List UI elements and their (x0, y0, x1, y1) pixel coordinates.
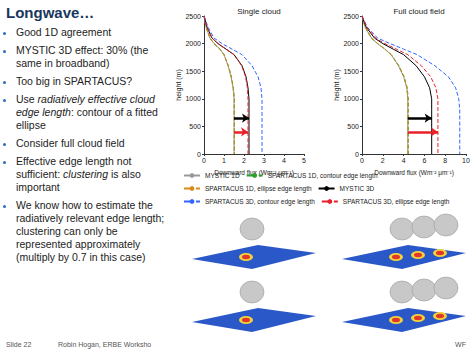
svg-text:2: 2 (242, 157, 246, 164)
svg-text:Single cloud: Single cloud (237, 7, 281, 16)
svg-text:3: 3 (262, 157, 266, 164)
svg-text:SPARTACUS 3D, ellipse edge len: SPARTACUS 3D, ellipse edge length (343, 198, 450, 206)
html-text:Use radiatively effective clou: Use radiatively effective cloud edge len… (16, 93, 158, 131)
svg-text:height (m): height (m) (333, 69, 341, 101)
svg-text:0: 0 (360, 157, 364, 164)
svg-text:0: 0 (202, 157, 206, 164)
svg-text:1: 1 (222, 157, 226, 164)
svg-text:1500: 1500 (185, 68, 201, 75)
svg-text:1000: 1000 (185, 95, 201, 102)
svg-text:8: 8 (443, 157, 447, 164)
svg-text:2500: 2500 (185, 13, 201, 20)
html-text:Good 1D agreement: Good 1D agreement (16, 26, 112, 38)
svg-text:6: 6 (422, 157, 426, 164)
svg-text:height (m): height (m) (175, 69, 183, 101)
svg-text:1000: 1000 (343, 95, 359, 102)
svg-text:10: 10 (462, 157, 470, 164)
svg-text:MYSTIC 3D: MYSTIC 3D (340, 185, 375, 192)
html-text:MYSTIC 3D effect: 30% (the sam: MYSTIC 3D effect: 30% (the same in broad… (16, 44, 149, 69)
html-text:Robin Hogan, ERBE Worksho: Robin Hogan, ERBE Worksho (58, 341, 152, 348)
svg-text:MYSTIC 1D: MYSTIC 1D (205, 172, 240, 179)
svg-text:SPARTACUS 1D, contour edge len: SPARTACUS 1D, contour edge length (268, 172, 378, 180)
svg-text:1500: 1500 (343, 68, 359, 75)
svg-text:2: 2 (381, 157, 385, 164)
svg-text:0: 0 (197, 151, 201, 158)
svg-text:500: 500 (189, 123, 201, 130)
svg-text:500: 500 (347, 123, 359, 130)
svg-text:SPARTACUS 3D, contour edge len: SPARTACUS 3D, contour edge length (205, 198, 315, 206)
svg-text:0: 0 (355, 151, 359, 158)
svg-text:4: 4 (282, 157, 286, 164)
svg-text:4: 4 (402, 157, 406, 164)
svg-text:Full cloud field: Full cloud field (393, 7, 444, 16)
svg-text:Downward flux (Wm⁻² μm⁻¹): Downward flux (Wm⁻² μm⁻¹) (374, 169, 454, 177)
html-text:We know how to estimate the ra: We know how to estimate the radiatively … (16, 199, 165, 263)
html-text:Longwave…: Longwave… (6, 4, 95, 21)
html-text:Too big in SPARTACUS?: Too big in SPARTACUS? (16, 75, 133, 87)
svg-text:2000: 2000 (185, 40, 201, 47)
svg-text:5: 5 (302, 157, 306, 164)
svg-text:2500: 2500 (343, 13, 359, 20)
html-text:Effective edge length not suff: Effective edge length not sufficient: cl… (16, 155, 141, 193)
svg-text:2000: 2000 (343, 40, 359, 47)
html-text:WF: WF (455, 341, 466, 348)
svg-text:SPARTACUS 1D, ellipse edge len: SPARTACUS 1D, ellipse edge length (205, 185, 312, 193)
html-text:Slide 22: Slide 22 (6, 341, 32, 348)
html-text:Consider full cloud field: Consider full cloud field (16, 137, 125, 149)
